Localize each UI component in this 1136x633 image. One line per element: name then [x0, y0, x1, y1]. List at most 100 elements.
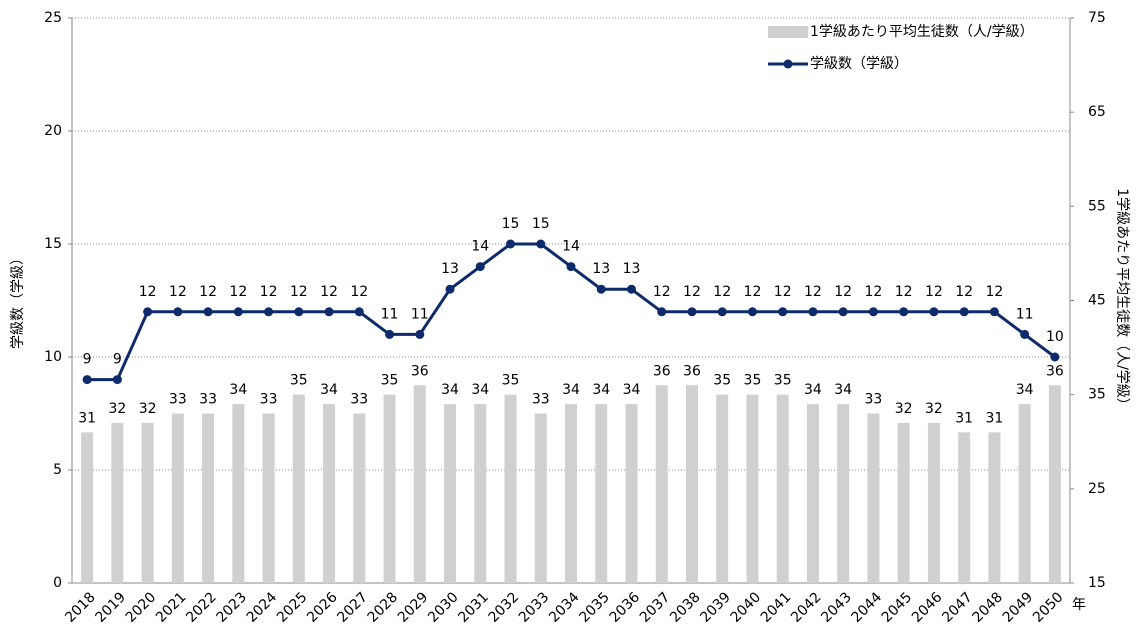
legend-label: 1学級あたり平均生徒数（人/学級）: [810, 24, 1034, 40]
bar: [927, 422, 940, 583]
line-point: [687, 307, 697, 317]
bar: [837, 404, 850, 583]
x-tick-label: 2023: [213, 589, 250, 626]
line-point: [959, 307, 969, 317]
line-point: [173, 307, 183, 317]
line-label: 11: [411, 306, 429, 322]
y2-tick-label: 65: [1088, 104, 1106, 120]
bar: [897, 422, 910, 583]
y2-tick-label: 25: [1088, 481, 1106, 497]
bar-label: 31: [78, 410, 96, 426]
x-tick-label: 2024: [244, 589, 281, 626]
bar-label: 33: [350, 392, 368, 408]
bar-label: 34: [592, 382, 610, 398]
x-tick-label: 2039: [697, 589, 734, 626]
x-tick-label: 2034: [546, 589, 583, 626]
line-point: [415, 329, 425, 339]
x-tick-label: 2020: [123, 589, 160, 626]
x-tick-label: 2036: [607, 589, 644, 626]
x-tick-label: 2044: [849, 589, 886, 626]
line-label: 13: [592, 261, 610, 277]
line-label: 12: [834, 284, 852, 300]
bar: [504, 394, 517, 583]
bar-label: 36: [683, 363, 701, 379]
line-label: 10: [1046, 329, 1064, 345]
x-tick-label: 2043: [818, 589, 855, 626]
bar-label: 35: [502, 373, 520, 389]
bar: [171, 413, 184, 583]
y-tick-label: 15: [44, 236, 62, 252]
bar: [323, 404, 336, 583]
x-tick-label: 2032: [486, 589, 523, 626]
bar-label: 33: [260, 392, 278, 408]
y-tick-label: 10: [44, 349, 62, 365]
line-label: 11: [381, 306, 399, 322]
x-tick-label: 2030: [425, 589, 462, 626]
line-point: [82, 375, 92, 385]
bar: [353, 413, 366, 583]
bar-label: 34: [834, 382, 852, 398]
line-label: 12: [653, 284, 671, 300]
y2-tick-label: 15: [1088, 575, 1106, 591]
line-point: [838, 307, 848, 317]
x-tick-label: 2045: [879, 589, 916, 626]
bar: [1018, 404, 1031, 583]
bar-label: 32: [139, 401, 157, 417]
bar-label: 35: [744, 373, 762, 389]
bar: [1048, 385, 1061, 583]
x-tick-label: 2026: [304, 589, 341, 626]
bar-label: 33: [169, 392, 187, 408]
x-tick-label: 2025: [274, 589, 311, 626]
line-point: [1050, 352, 1060, 362]
x-tick-label: 2035: [576, 589, 613, 626]
line-point: [596, 284, 606, 294]
x-tick-label: 2018: [62, 589, 99, 626]
line-point: [445, 284, 455, 294]
x-tick-label: 2048: [970, 589, 1007, 626]
bar-label: 35: [774, 373, 792, 389]
y-tick-label: 25: [44, 10, 62, 26]
x-tick-label: 2041: [758, 589, 795, 626]
line-point: [566, 262, 576, 272]
line-point: [203, 307, 213, 317]
bar-label: 34: [623, 382, 641, 398]
x-tick-label: 2050: [1030, 589, 1067, 626]
line-label: 12: [744, 284, 762, 300]
bar-label: 34: [804, 382, 822, 398]
bar: [565, 404, 577, 583]
line-label: 12: [895, 284, 913, 300]
line-point: [747, 307, 757, 317]
line-label: 12: [804, 284, 822, 300]
bar: [534, 413, 547, 583]
line-label: 15: [502, 216, 520, 232]
bar: [292, 394, 305, 583]
bar-label: 36: [411, 363, 429, 379]
line-label: 12: [169, 284, 187, 300]
x-tick-label: 2027: [334, 589, 371, 626]
bar-label: 31: [985, 410, 1003, 426]
line-point: [657, 307, 667, 317]
line-label: 12: [350, 284, 368, 300]
line-point: [112, 375, 122, 385]
line-label: 14: [471, 239, 489, 255]
x-unit-label: 年: [1072, 597, 1086, 613]
line-label: 12: [683, 284, 701, 300]
line-point: [717, 307, 727, 317]
line-point: [626, 284, 636, 294]
bar: [988, 432, 1001, 583]
x-tick-label: 2037: [637, 589, 674, 626]
line-label: 13: [623, 261, 641, 277]
bar: [444, 404, 457, 583]
bar: [685, 385, 698, 583]
line-label: 9: [113, 352, 122, 368]
line-label: 12: [985, 284, 1003, 300]
line-point: [475, 262, 485, 272]
line-label: 12: [955, 284, 973, 300]
x-tick-label: 2031: [455, 589, 492, 626]
line-label: 14: [562, 239, 580, 255]
line-point: [989, 307, 999, 317]
bar-label: 36: [1046, 363, 1064, 379]
bar: [806, 404, 819, 583]
line-label: 12: [290, 284, 308, 300]
bar: [595, 404, 608, 583]
